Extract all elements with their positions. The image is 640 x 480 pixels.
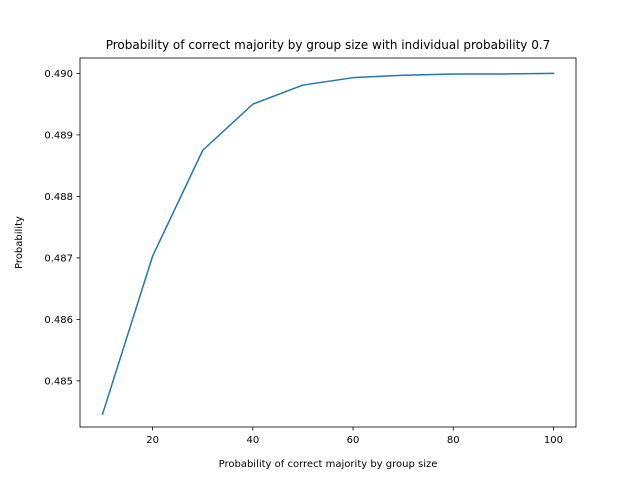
y-tick-label: 0.489 (44, 130, 73, 141)
x-tick-label: 60 (347, 435, 360, 446)
y-tick-label: 0.485 (44, 376, 73, 387)
y-axis-label: Probability (14, 216, 25, 269)
plot-frame (79, 57, 577, 428)
series-line (101, 72, 555, 416)
y-axis: 0.485 0.486 0.487 0.488 0.489 0.490 (44, 69, 80, 387)
x-tick-label: 20 (146, 435, 159, 446)
x-tick-label: 80 (447, 435, 460, 446)
y-tick-label: 0.490 (44, 69, 73, 80)
y-tick-label: 0.488 (44, 192, 73, 203)
x-tick-label: 40 (246, 435, 259, 446)
x-axis-label: Probability of correct majority by group… (219, 459, 438, 470)
y-tick-label: 0.486 (44, 315, 73, 326)
chart-title: Probability of correct majority by group… (106, 38, 551, 52)
plot-area (79, 57, 577, 428)
y-tick-label: 0.487 (44, 253, 73, 264)
x-tick-label: 100 (544, 435, 563, 446)
x-axis: 20 40 60 80 100 (146, 427, 563, 446)
